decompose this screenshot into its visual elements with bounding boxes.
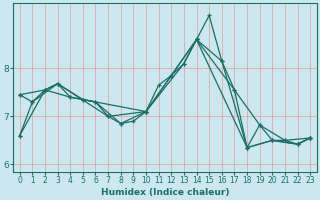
X-axis label: Humidex (Indice chaleur): Humidex (Indice chaleur) (101, 188, 229, 197)
